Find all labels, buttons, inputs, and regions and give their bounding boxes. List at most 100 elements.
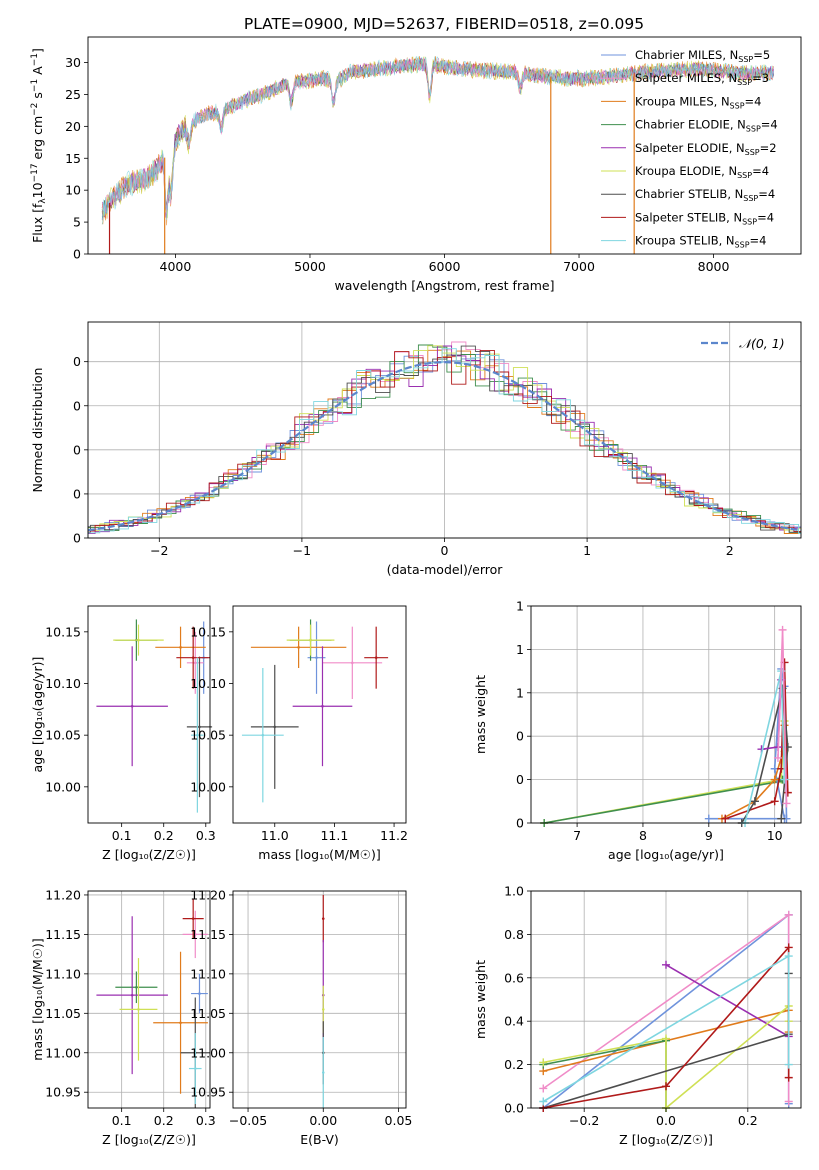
point-kroupa_miles	[179, 646, 182, 649]
x-tick-label: 11.0	[261, 828, 289, 843]
legend-label-chabrier_miles: Chabrier MILES, NSSP=5	[635, 48, 770, 64]
y-tick-label: 0.4	[504, 1014, 524, 1029]
legend-label-chabrier_elodie: Chabrier ELODIE, NSSP=4	[635, 118, 778, 134]
x-tick-label: 7000	[563, 259, 595, 274]
y-tick-label: 20	[65, 119, 81, 134]
axes-frame	[87, 605, 211, 824]
legend-label-sub: SSP	[746, 125, 761, 134]
x-tick-label: 9	[705, 828, 713, 843]
legend-label-n: =5	[753, 48, 770, 62]
point-chabrier_elodie	[135, 985, 138, 989]
y-axis-label-part: λ	[38, 198, 48, 204]
weight-marker-salpeter_miles	[784, 910, 793, 919]
point-kroupa_miles	[179, 1021, 182, 1025]
point-chabrier_miles	[198, 992, 201, 995]
y-tick-label: 0	[73, 398, 81, 413]
legend-label-salpeter_miles: Salpeter MILES, NSSP=3	[635, 71, 769, 87]
y-tick-label: 10.05	[45, 728, 81, 743]
y-axis-label-part: s	[30, 92, 45, 103]
age-vs-mass-panel: 11.0 11.1 11.2 10.00 10.05 10.10 10.15 mass [lo…	[190, 605, 408, 862]
weight-marker-salpeter_miles	[782, 799, 791, 808]
spectrum-line-kroupa_stelib	[101, 56, 774, 225]
legend-label-kroupa_elodie: Kroupa ELODIE, NSSP=4	[635, 164, 769, 180]
x-tick-label: 0.2	[154, 828, 174, 843]
y-tick-label: 0.0	[504, 1101, 524, 1116]
x-axis-label: Z [log₁₀(Z/Z☉)]	[102, 847, 196, 862]
x-axis-label: wavelength [Angstrom, rest frame]	[334, 278, 554, 293]
y-axis-label-part: 10	[30, 182, 45, 198]
weight-marker-salpeter_stelib	[784, 1073, 793, 1082]
legend-label-sub: SSP	[730, 101, 745, 110]
legend-label-main: Salpeter STELIB, N	[635, 210, 742, 224]
y-tick-label: 0.6	[504, 970, 524, 985]
x-tick-label: −0.05	[229, 1113, 267, 1128]
y-tick-label: 10	[65, 183, 81, 198]
weight-marker-kroupa_stelib	[539, 1097, 548, 1106]
spectrum-panel: 4000 5000 6000 7000 8000 0 5 10 15 20 25 30 waveleng…	[30, 36, 802, 293]
legend-label-main: Chabrier STELIB, N	[635, 187, 743, 201]
point-salpeter_elodie	[130, 993, 134, 997]
y-tick-label: 10.05	[190, 728, 226, 743]
y-tick-label: 30	[65, 55, 81, 70]
y-axis-label-part: −17	[30, 163, 40, 182]
legend-label-kroupa_miles: Kroupa MILES, NSSP=4	[635, 94, 761, 110]
weight-line-salpeter_elodie	[665, 964, 790, 1038]
y-tick-label: 1.0	[504, 884, 524, 899]
y-tick-label: 11.20	[190, 887, 226, 902]
point-chabrier_stelib	[198, 725, 201, 729]
mass-weight-vs-metallicity-panel: −0.2 0.0 0.2 0.0 0.2 0.4 0.6 0.8 1.0 Z [log₁₀(Z/Z…	[473, 884, 802, 1147]
legend-label-kroupa_stelib: Kroupa STELIB, NSSP=4	[635, 234, 766, 250]
weight-marker-salpeter_miles	[778, 625, 787, 634]
legend-label-main: Kroupa MILES, N	[635, 94, 730, 108]
y-tick-label: 11.05	[45, 1006, 81, 1021]
legend-label-n: =4	[745, 94, 762, 108]
mass-weight-vs-age-panel: 7 8 9 10 0 0 0 1 1 1 age [log₁₀(age/yr)] mass weigh…	[473, 599, 802, 862]
weight-marker-salpeter_stelib	[783, 788, 792, 797]
point-kroupa_miles	[297, 646, 300, 649]
y-tick-label: 11.00	[45, 1045, 81, 1060]
legend-label-sub: SSP	[745, 148, 760, 157]
y-tick-label: 11.10	[45, 966, 81, 981]
x-tick-label: 0.0	[656, 1113, 676, 1128]
histogram-step-chabrier_stelib	[87, 345, 801, 538]
x-tick-label: 6000	[429, 259, 461, 274]
y-tick-label: 5	[73, 215, 81, 230]
x-tick-label: 10	[767, 828, 783, 843]
point-salpeter_miles	[351, 661, 354, 665]
y-tick-label: 11.15	[190, 927, 226, 942]
figure-title: PLATE=0900, MJD=52637, FIBERID=0518, z=0…	[244, 15, 644, 33]
x-tick-label: 0.05	[385, 1113, 413, 1128]
y-tick-label: 11.05	[190, 1006, 226, 1021]
x-tick-label: 0.2	[154, 1113, 174, 1128]
legend-label-salpeter_elodie: Salpeter ELODIE, NSSP=2	[635, 141, 777, 157]
point-salpeter_stelib	[191, 656, 195, 659]
y-tick-label: 0	[516, 816, 524, 831]
x-tick-label: 11.2	[380, 828, 408, 843]
legend-label-n: =4	[761, 118, 778, 132]
legend-label-n: =3	[752, 71, 769, 85]
weight-marker-kroupa_stelib	[784, 952, 793, 961]
legend-label-sub: SSP	[737, 78, 752, 87]
x-tick-label: 11.1	[320, 828, 348, 843]
point-kroupa_elodie	[321, 1008, 325, 1011]
point-kroupa_stelib	[321, 1071, 325, 1074]
legend-label-salpeter_stelib: Salpeter STELIB, NSSP=4	[635, 210, 774, 226]
x-tick-label: 8000	[698, 259, 730, 274]
x-tick-label: 5000	[294, 259, 326, 274]
weight-marker-salpeter_stelib	[721, 814, 730, 823]
point-salpeter_miles	[193, 661, 197, 665]
x-tick-label: 0.1	[112, 1113, 132, 1128]
weight-marker-salpeter_miles	[539, 1084, 548, 1093]
point-salpeter_stelib	[321, 917, 325, 920]
point-kroupa_stelib	[261, 733, 265, 737]
point-salpeter_miles	[193, 933, 197, 936]
y-tick-label: 15	[65, 151, 81, 166]
legend-label-sub: SSP	[738, 55, 753, 64]
weight-marker-kroupa_stelib	[780, 775, 789, 784]
legend-label-n: =4	[752, 164, 769, 178]
y-tick-label: 10.95	[190, 1085, 226, 1100]
y-tick-label: 0	[73, 354, 81, 369]
legend-label-sub: SSP	[743, 194, 758, 203]
residual-histogram-panel: −2 −1 0 1 2 0 0 0 0 0 (data-model)/error Normed dis…	[30, 321, 802, 577]
weight-marker-kroupa_stelib	[784, 1060, 793, 1069]
